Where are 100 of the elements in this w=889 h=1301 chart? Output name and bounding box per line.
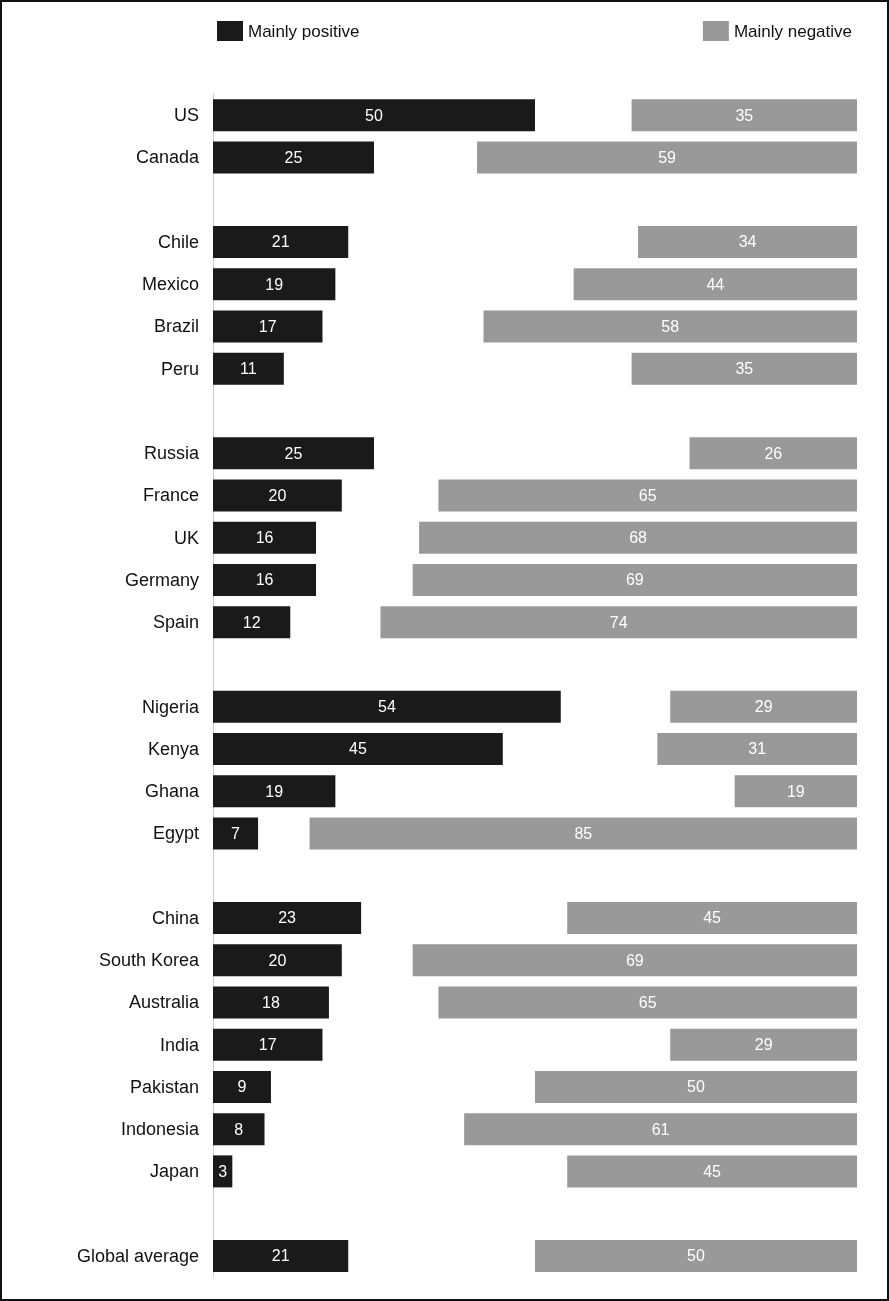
bar [213, 437, 374, 470]
y-tick-label: India [159, 1034, 200, 1055]
bar [213, 225, 349, 258]
y-tick-label: Japan [149, 1161, 199, 1182]
bar [213, 268, 336, 301]
data-label: 19 [786, 782, 805, 800]
bar [670, 690, 857, 723]
data-label: 35 [735, 360, 754, 378]
data-label: 29 [754, 1036, 773, 1054]
data-label: 34 [738, 233, 757, 251]
bar [213, 1070, 271, 1103]
y-tick-label: Brazil [153, 316, 199, 337]
data-label: 16 [255, 529, 274, 547]
bar [419, 521, 857, 554]
y-tick-label: Peru [160, 358, 199, 379]
bar [213, 1028, 323, 1061]
bar [567, 1155, 857, 1188]
bar [573, 268, 857, 301]
y-tick-label: South Korea [98, 950, 200, 971]
bar [309, 817, 857, 850]
bar [213, 310, 323, 343]
y-tick-label: Germany [124, 569, 199, 590]
bar [412, 944, 857, 977]
legend-label: Mainly positive [248, 21, 360, 41]
data-label: 19 [265, 275, 284, 293]
legend-label: Mainly negative [733, 21, 852, 41]
bar [734, 775, 857, 808]
bar [213, 901, 362, 934]
data-label: 74 [609, 613, 628, 631]
bar [689, 437, 857, 470]
data-label: 11 [240, 360, 257, 378]
y-tick-label: Canada [135, 147, 200, 168]
bar [213, 986, 329, 1019]
data-label: 68 [629, 529, 648, 547]
bar [213, 732, 503, 765]
data-label: 61 [651, 1120, 670, 1138]
data-label: 3 [218, 1162, 228, 1180]
data-label: 19 [265, 782, 284, 800]
data-label: 21 [271, 1247, 290, 1265]
bar [477, 141, 857, 174]
data-label: 12 [242, 613, 261, 631]
data-label: 16 [255, 571, 274, 589]
bar [213, 521, 317, 554]
bar [213, 1113, 265, 1146]
data-label: 20 [268, 951, 287, 969]
data-label: 65 [638, 486, 657, 504]
data-label: 59 [658, 148, 677, 166]
y-tick-label: Australia [128, 992, 200, 1013]
y-tick-label: Egypt [152, 823, 199, 844]
bar [213, 775, 336, 808]
data-label: 50 [687, 1247, 705, 1265]
data-label: 45 [349, 740, 367, 758]
bar [213, 817, 259, 850]
y-tick-label: Ghana [144, 781, 200, 802]
data-label: 7 [231, 824, 241, 842]
data-label: 50 [365, 106, 383, 124]
y-tick-label: Mexico [141, 274, 199, 295]
y-tick-label: Chile [157, 231, 199, 252]
bar [657, 732, 857, 765]
y-tick-label: Global average [76, 1245, 199, 1266]
y-tick-label: France [142, 485, 199, 506]
data-label: 69 [625, 951, 644, 969]
bar [631, 99, 857, 132]
y-tick-label: Pakistan [129, 1076, 199, 1097]
y-tick-label: Nigeria [141, 696, 200, 717]
data-label: 26 [764, 444, 783, 462]
data-label: 69 [625, 571, 644, 589]
bar [631, 352, 857, 385]
bar [213, 690, 561, 723]
data-label: 29 [754, 698, 773, 716]
data-label: 20 [268, 486, 287, 504]
bar [535, 1070, 857, 1103]
data-label: 45 [703, 909, 722, 927]
data-label: 44 [706, 275, 725, 293]
y-tick-label: Indonesia [120, 1119, 200, 1140]
data-label: 23 [278, 909, 297, 927]
bar [483, 310, 857, 343]
data-label: 8 [234, 1120, 244, 1138]
bar [213, 944, 342, 977]
bar [464, 1113, 857, 1146]
bar [412, 563, 857, 596]
bar [638, 225, 857, 258]
y-tick-label: Spain [152, 612, 199, 633]
bar [535, 1239, 857, 1272]
y-tick-label: UK [173, 527, 199, 548]
bar [213, 606, 291, 639]
data-label: 50 [687, 1078, 705, 1096]
data-label: 85 [574, 824, 593, 842]
data-label: 21 [271, 233, 290, 251]
data-label: 18 [262, 993, 280, 1011]
bar [213, 1239, 349, 1272]
y-tick-label: Kenya [147, 738, 200, 759]
bar [567, 901, 857, 934]
bar [213, 141, 374, 174]
bar [380, 606, 857, 639]
data-label: 25 [284, 444, 303, 462]
bar [213, 563, 317, 596]
y-tick-label: Russia [143, 443, 200, 464]
data-label: 17 [258, 1036, 277, 1054]
bar [670, 1028, 857, 1061]
